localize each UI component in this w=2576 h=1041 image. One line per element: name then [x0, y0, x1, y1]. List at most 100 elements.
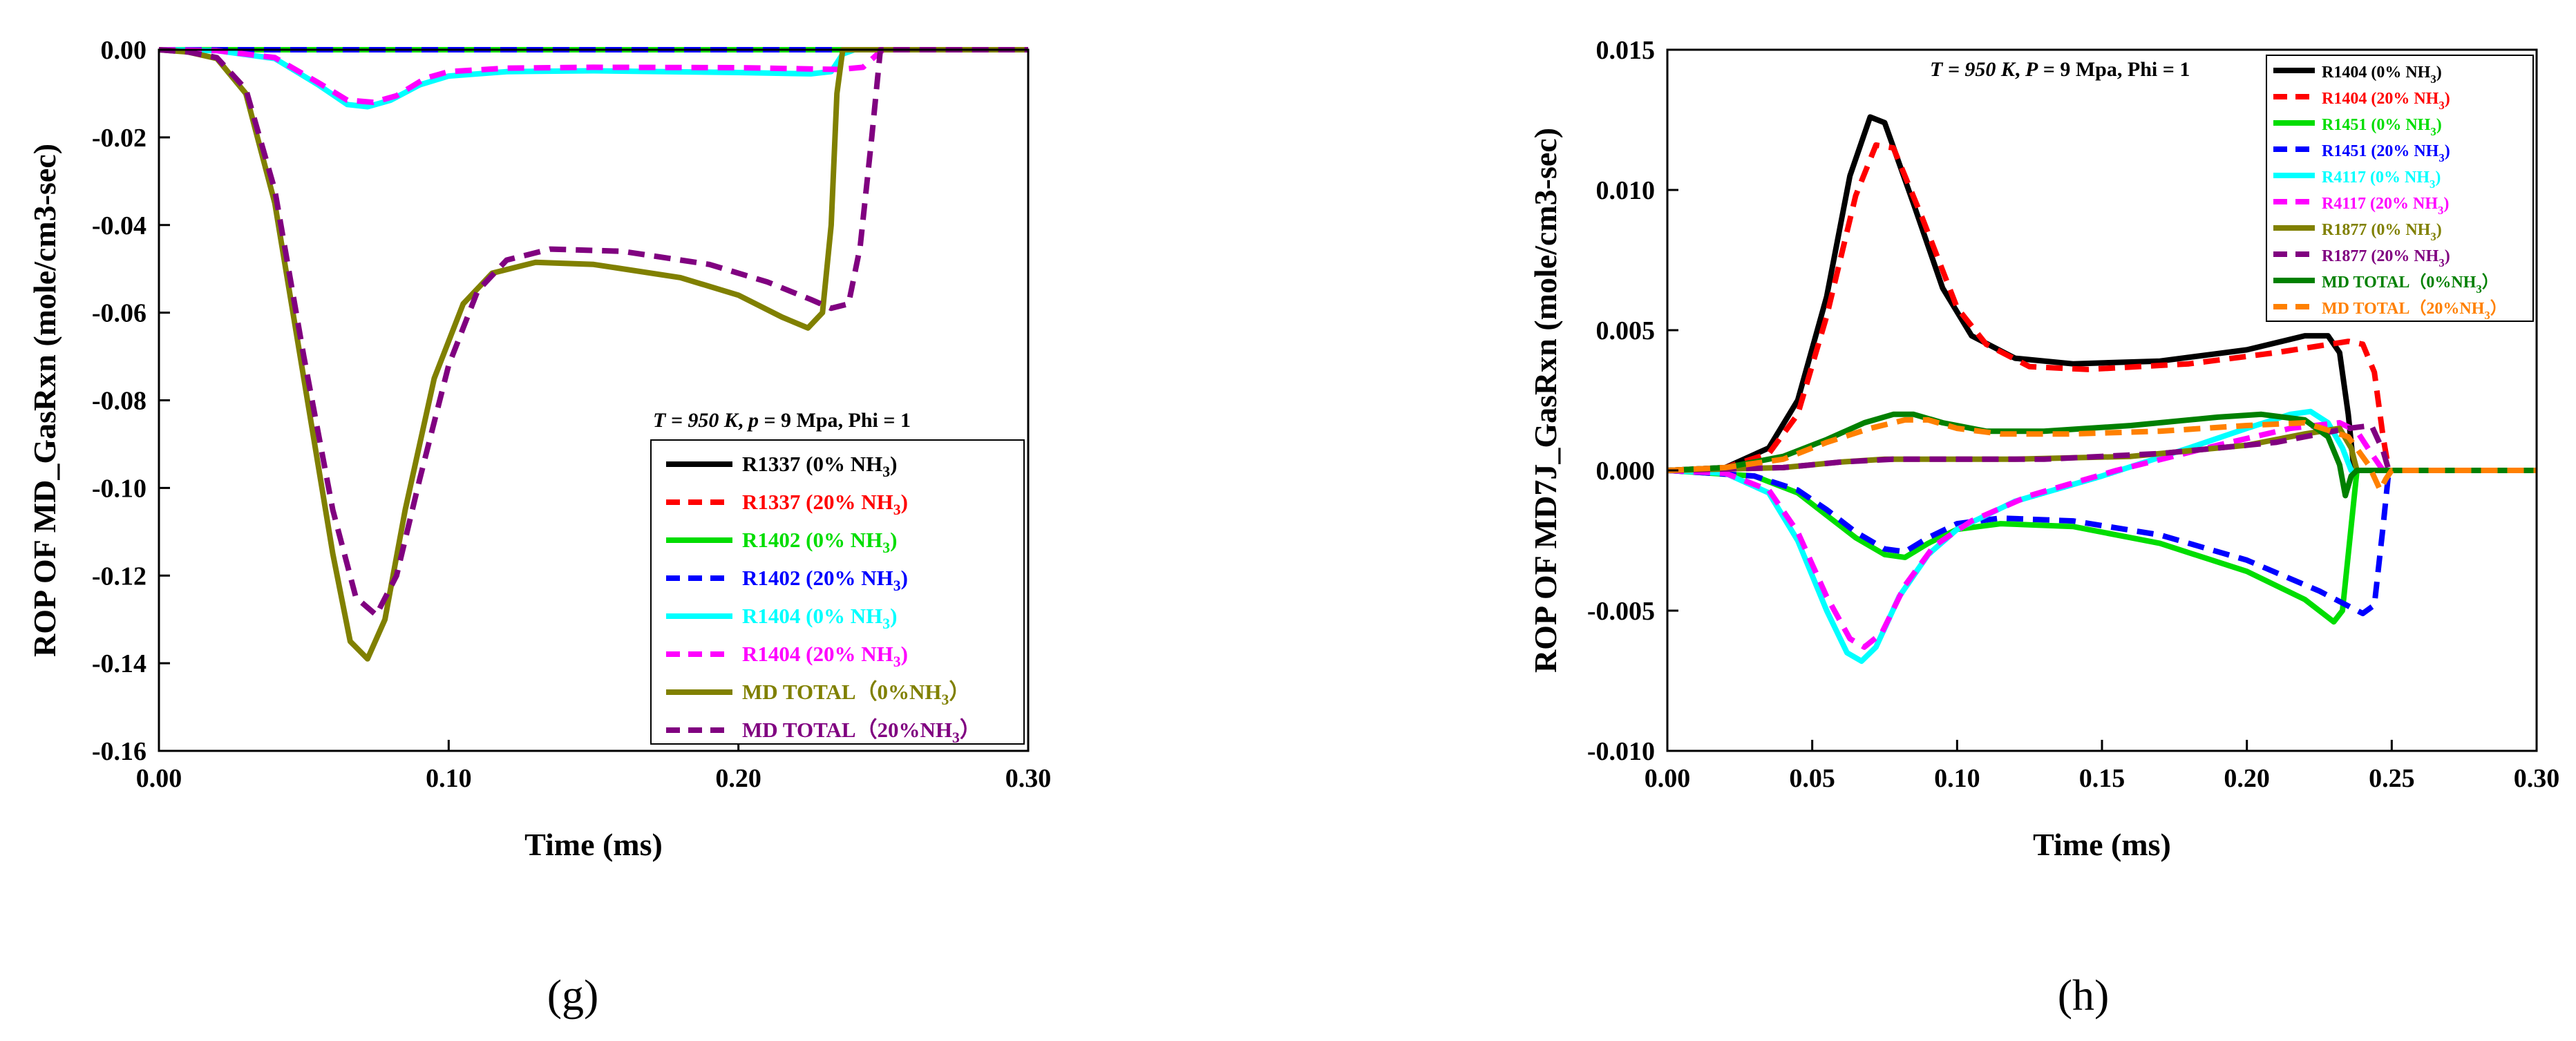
p1-legend-label-close-1: ) [2445, 90, 2450, 108]
p0-legend-label-name-1: R1337 (20% NH [742, 490, 893, 514]
p0-series-line-5 [158, 47, 1028, 106]
p0-legend-label-close-2: ) [890, 528, 897, 552]
p0-x-tick-label-3: 0.30 [1005, 764, 1052, 793]
p1-legend-label-name-9: MD TOTAL（20%NH [2322, 299, 2485, 318]
p0-legend-label-sub-0: 3 [882, 464, 890, 480]
p0-x-tick-label-2: 0.20 [715, 764, 761, 793]
p1-legend-label-sub-7: 3 [2438, 256, 2444, 269]
p1-y-tick-label-0: 0.015 [1596, 36, 1656, 65]
p1-legend-label-name-0: R1404 (0% NH [2322, 64, 2431, 82]
p1-series-line-5 [1667, 420, 2537, 650]
p1-legend-box [2266, 55, 2534, 322]
p0-x-tick-label-0: 0.00 [136, 764, 182, 793]
p0-legend: R1337 (0% NH3)R1337 (20% NH3)R1402 (0% N… [650, 439, 1025, 746]
p1-legend-label-close-2: ) [2436, 116, 2442, 134]
p1-series-line-1 [1667, 142, 2537, 473]
p0-legend-label-6: MD TOTAL（0%NH3） [742, 680, 970, 708]
p1-series-line-8 [1667, 411, 2537, 499]
p0-legend-label-close-6: ） [949, 680, 970, 704]
p1-legend-label-name-7: R1877 (20% NH [2322, 247, 2439, 265]
p1-legend-label-sub-8: 3 [2476, 283, 2481, 296]
p0-legend-label-3: R1402 (20% NH3) [742, 566, 908, 594]
p1-legend-label-sub-0: 3 [2430, 73, 2436, 86]
p0-legend-label-5: R1404 (20% NH3) [742, 642, 908, 670]
p0-legend-label-sub-4: 3 [882, 615, 890, 632]
p1-annotation-part-1: = 950 K [1942, 58, 2016, 81]
p0-annotation-part-0: T [653, 409, 667, 432]
p1-y-tick-label-3: 0.000 [1596, 457, 1656, 486]
p0-legend-label-1: R1337 (20% NH3) [742, 490, 908, 518]
panel-label-g: (g) [547, 971, 599, 1020]
p0-y-tick-label-4: -0.08 [92, 387, 146, 416]
p0-y-tick-label-6: -0.12 [92, 562, 146, 591]
p0-legend-label-sub-1: 3 [893, 502, 901, 518]
p1-legend-label-close-4: ) [2435, 169, 2441, 187]
p1-legend-label-close-7: ) [2445, 247, 2450, 265]
p0-legend-label-sub-3: 3 [893, 577, 901, 594]
p0-annotation-part-2: , [738, 409, 748, 432]
p0-legend-label-0: R1337 (0% NH3) [742, 452, 897, 480]
p0-y-tick-label-8: -0.16 [92, 737, 146, 766]
p1-x-tick-label-2: 0.10 [1934, 764, 1980, 793]
p0-legend-label-sub-2: 3 [882, 539, 890, 556]
p1-x-tick-label-1: 0.05 [1789, 764, 1835, 793]
p1-legend-label-name-5: R4117 (20% NH [2322, 195, 2438, 213]
p1-legend-label-2: R1451 (0% NH3) [2322, 116, 2442, 138]
p1-legend-label-close-9: ） [2490, 299, 2507, 318]
p1-legend-label-close-5: ) [2443, 195, 2449, 213]
p1-x-tick-label-3: 0.15 [2079, 764, 2125, 793]
p1-y-axis-title: ROP OF MD7J_GasRxn (mole/cm3-sec) [1528, 128, 1563, 673]
p0-legend-label-sub-5: 3 [893, 653, 901, 670]
p1-legend-label-5: R4117 (20% NH3) [2322, 195, 2449, 217]
p1-series-line-3 [1667, 468, 2537, 617]
p1-legend-label-close-6: ) [2436, 221, 2442, 239]
p1-annotation-part-2: , [2015, 58, 2025, 81]
p1-annotation-part-0: T [1930, 58, 1944, 81]
p1-legend-label-close-8: ） [2482, 273, 2499, 292]
p1-series-line-6 [1667, 426, 2537, 473]
p0-series-line-4 [158, 47, 1028, 110]
p1-legend-label-1: R1404 (20% NH3) [2322, 90, 2450, 112]
p1-x-tick-label-4: 0.20 [2224, 764, 2270, 793]
p0-annotation-part-5: , [838, 409, 849, 432]
p1-legend-label-8: MD TOTAL（0%NH3） [2322, 273, 2499, 296]
p0-legend-label-name-3: R1402 (20% NH [742, 566, 893, 590]
p1-annotation-part-5: , [2117, 58, 2128, 81]
p1-legend-label-name-4: R4117 (0% NH [2322, 169, 2430, 187]
p1-legend-label-sub-4: 3 [2430, 178, 2435, 191]
p0-legend-label-name-0: R1337 (0% NH [742, 452, 882, 476]
p1-annotation-part-4: = 9 Mpa [2038, 58, 2117, 81]
p1-y-tick-label-2: 0.005 [1596, 316, 1656, 345]
p1-legend-label-sub-2: 3 [2430, 125, 2436, 138]
p1-legend-label-3: R1451 (20% NH3) [2322, 142, 2450, 164]
p1-legend-label-name-3: R1451 (20% NH [2322, 142, 2439, 160]
p1-annotation-part-6: Phi = 1 [2128, 58, 2190, 81]
p1-series-line-9 [1667, 417, 2537, 493]
p1-x-tick-label-5: 0.25 [2369, 764, 2415, 793]
p1-legend-label-7: R1877 (20% NH3) [2322, 247, 2450, 269]
p0-legend-label-close-1: ) [901, 490, 908, 514]
p0-legend-label-close-0: ) [890, 452, 897, 476]
p1-x-axis-title: Time (ms) [2033, 827, 2171, 862]
p1-legend-label-sub-1: 3 [2438, 99, 2444, 112]
p1-legend-label-close-3: ) [2445, 142, 2450, 160]
p0-condition-annotation: T = 950 K, p = 9 Mpa, Phi = 1 [653, 409, 911, 432]
p0-legend-label-name-7: MD TOTAL（20%NH [742, 718, 952, 742]
p0-legend-label-2: R1402 (0% NH3) [742, 528, 897, 556]
p1-legend-label-sub-5: 3 [2438, 204, 2443, 217]
p1-y-tick-label-4: -0.005 [1587, 597, 1655, 626]
p0-legend-label-sub-6: 3 [942, 691, 949, 708]
p1-series-line-4 [1667, 408, 2537, 665]
p0-legend-label-close-4: ) [890, 604, 897, 628]
p1-condition-annotation: T = 950 K, P = 9 Mpa, Phi = 1 [1930, 58, 2190, 81]
p0-legend-label-4: R1404 (0% NH3) [742, 604, 897, 632]
p1-x-tick-label-6: 0.30 [2514, 764, 2560, 793]
p0-y-tick-label-2: -0.04 [92, 211, 146, 240]
p0-y-tick-label-1: -0.02 [92, 124, 146, 153]
p1-x-tick-label-0: 0.00 [1645, 764, 1691, 793]
p1-legend-label-name-1: R1404 (20% NH [2322, 90, 2439, 108]
p0-legend-label-close-7: ） [960, 718, 981, 742]
p1-legend-label-name-6: R1877 (0% NH [2322, 221, 2431, 239]
p0-y-axis-title: ROP OF MD_GasRxn (mole/cm3-sec) [27, 144, 62, 657]
